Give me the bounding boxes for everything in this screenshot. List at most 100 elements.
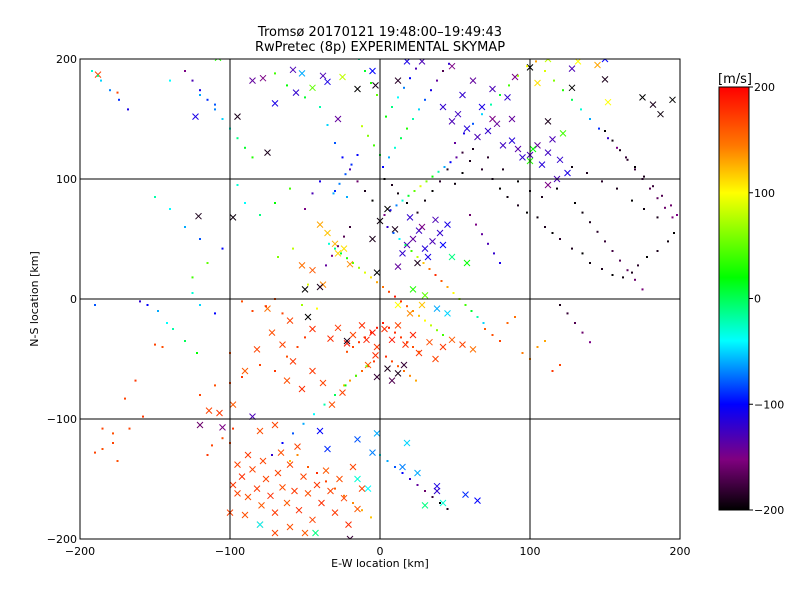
scatter-dot	[376, 326, 378, 329]
scatter-dot	[169, 208, 171, 210]
scatter-dot	[446, 508, 449, 510]
scatter-x-marker	[418, 301, 426, 309]
scatter-dot	[571, 166, 573, 168]
scatter-x-marker	[601, 76, 609, 83]
scatter-x-marker	[334, 115, 342, 123]
scatter-dot	[271, 454, 273, 456]
scatter-dot	[316, 307, 318, 310]
scatter-x-marker	[399, 250, 406, 257]
scatter-dot	[397, 192, 399, 195]
scatter-x-marker	[432, 216, 439, 224]
scatter-dot	[589, 118, 591, 120]
scatter-x-marker	[241, 367, 249, 375]
scatter-x-marker	[94, 71, 102, 78]
scatter-dot	[349, 168, 351, 171]
scatter-x-marker	[334, 324, 342, 332]
scatter-dot	[472, 148, 474, 150]
scatter-x-marker	[421, 502, 429, 509]
scatter-dot	[394, 466, 396, 468]
scatter-x-marker	[373, 373, 381, 381]
chart-subtitle: RwPretec (8p) EXPERIMENTAL SKYMAP	[255, 40, 505, 55]
scatter-dot	[91, 70, 93, 72]
scatter-dot	[211, 444, 213, 447]
scatter-dot	[364, 271, 366, 274]
scatter-x-marker	[601, 59, 609, 63]
scatter-dot	[142, 415, 144, 418]
scatter-dot	[184, 340, 186, 342]
scatter-dot	[424, 98, 426, 101]
scatter-dot	[440, 280, 443, 282]
scatter-x-marker	[292, 89, 300, 96]
scatter-x-marker	[433, 305, 441, 312]
scatter-dot	[365, 365, 368, 368]
scatter-x-marker	[381, 325, 388, 333]
scatter-x-marker	[568, 65, 576, 72]
scatter-x-marker	[271, 529, 279, 537]
scatter-dot	[409, 478, 411, 480]
scatter-dot	[406, 341, 408, 344]
colorbar-tick-label: 100	[754, 187, 775, 200]
scatter-dot	[364, 70, 366, 72]
scatter-dot	[626, 269, 629, 272]
scatter-dot	[616, 187, 618, 190]
scatter-dot	[311, 192, 314, 195]
axis-ticks: −200 −100 0 100 200 −200 −100 0 100 200	[47, 53, 691, 558]
scatter-dot	[416, 256, 419, 258]
chart-title: Tromsø 20170121 19:48:00–19:49:43	[257, 25, 502, 40]
scatter-x-marker	[295, 506, 303, 514]
scatter-dot	[352, 502, 354, 504]
x-tick-label: 0	[377, 545, 384, 558]
scatter-dot	[676, 214, 678, 216]
scatter-dot	[422, 262, 425, 264]
scatter-x-marker	[478, 103, 486, 111]
scatter-dot	[161, 346, 164, 348]
scatter-x-marker	[544, 118, 552, 125]
scatter-dot	[469, 160, 471, 162]
scatter-dot	[424, 490, 426, 492]
scatter-dot	[370, 82, 372, 84]
scatter-x-marker	[322, 467, 330, 474]
scatter-dot	[431, 496, 434, 498]
y-tick-label: −100	[47, 413, 77, 426]
scatter-dot	[154, 343, 156, 346]
scatter-dot	[652, 185, 654, 188]
scatter-dot	[406, 127, 408, 130]
scatter-dot	[334, 247, 336, 250]
scatter-dot	[571, 98, 573, 101]
scatter-dot	[371, 199, 374, 202]
scatter-dot	[596, 230, 599, 233]
scatter-x-marker	[345, 521, 352, 528]
scatter-x-marker	[256, 427, 264, 435]
scatter-x-marker	[354, 505, 361, 513]
scatter-x-marker	[271, 509, 279, 516]
scatter-dot	[112, 442, 114, 444]
scatter-dot	[643, 175, 645, 178]
scatter-x-marker	[508, 137, 516, 144]
scatter-dot	[412, 346, 414, 348]
scatter-x-marker	[234, 113, 241, 120]
scatter-dot	[472, 122, 474, 125]
scatter-dot	[391, 106, 393, 108]
scatter-dot	[661, 194, 663, 197]
scatter-dot	[127, 108, 129, 111]
scatter-x-marker	[568, 84, 576, 92]
scatter-x-marker	[519, 154, 526, 161]
scatter-dot	[304, 336, 306, 339]
scatter-x-marker	[354, 436, 361, 443]
scatter-dot	[274, 370, 276, 372]
scatter-dot	[401, 472, 404, 474]
scatter-dot	[334, 142, 336, 144]
scatter-dot	[436, 79, 438, 82]
scatter-dot	[454, 142, 456, 144]
scatter-dot	[418, 108, 420, 111]
scatter-dot	[506, 322, 509, 324]
scatter-dot	[112, 432, 114, 435]
scatter-x-marker	[324, 229, 331, 237]
scatter-dot	[517, 180, 519, 183]
scatter-x-marker	[354, 475, 361, 483]
scatter-x-marker	[403, 439, 411, 447]
scatter-dot	[134, 379, 137, 382]
scatter-dot	[551, 370, 554, 372]
scatter-x-marker	[196, 421, 204, 429]
scatter-dot	[236, 184, 239, 186]
